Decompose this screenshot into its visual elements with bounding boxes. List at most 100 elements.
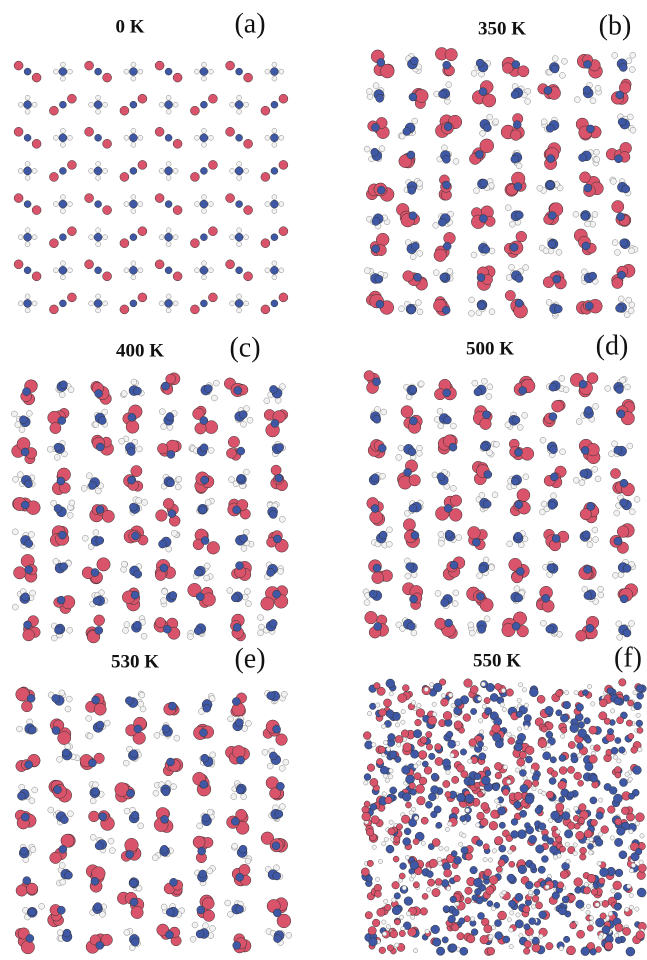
atom	[173, 168, 178, 173]
atom	[402, 766, 410, 774]
atom	[15, 422, 21, 428]
atom	[432, 938, 440, 946]
atom	[119, 438, 125, 444]
atom	[531, 905, 535, 909]
atom	[242, 594, 248, 600]
atom	[154, 732, 160, 738]
atom	[509, 264, 515, 270]
atom	[412, 118, 418, 124]
atom	[201, 76, 206, 81]
atom	[131, 275, 136, 280]
atom	[25, 480, 33, 488]
atom	[25, 294, 30, 299]
atom	[550, 473, 558, 481]
atom	[63, 929, 71, 937]
atom	[363, 732, 371, 740]
atom	[411, 750, 419, 758]
atom	[381, 409, 387, 415]
atom	[200, 444, 208, 452]
atom	[65, 871, 73, 879]
temperature-label: 350 K	[478, 18, 526, 39]
atom	[236, 905, 244, 913]
atom	[454, 856, 462, 864]
atom	[28, 531, 34, 537]
atom	[535, 807, 542, 814]
atom	[126, 850, 134, 858]
atom	[492, 849, 496, 853]
atom	[550, 446, 558, 454]
atom	[173, 102, 178, 107]
atom	[495, 683, 502, 690]
atom	[27, 694, 35, 702]
atom	[431, 786, 439, 794]
atom	[408, 306, 416, 314]
atom	[382, 920, 386, 924]
atom	[502, 890, 506, 894]
atom	[362, 812, 371, 821]
atom	[444, 123, 452, 131]
atom	[208, 69, 213, 74]
atom	[578, 780, 584, 786]
atom	[586, 904, 590, 908]
atom	[552, 535, 560, 543]
atom	[617, 827, 626, 836]
atom	[589, 272, 597, 280]
atom	[450, 896, 457, 903]
atom	[471, 252, 477, 258]
atom	[468, 759, 472, 763]
snapshot	[363, 371, 640, 642]
atom	[272, 128, 277, 133]
atom	[21, 501, 29, 509]
atom	[173, 301, 178, 306]
atom	[439, 846, 443, 850]
atom	[612, 200, 624, 212]
atom	[566, 859, 570, 863]
atom	[583, 86, 591, 94]
atom	[433, 270, 439, 276]
atom	[422, 893, 428, 899]
atom	[272, 261, 277, 266]
atom	[564, 691, 568, 695]
atom	[600, 868, 609, 877]
atom	[585, 762, 593, 770]
atom	[24, 167, 32, 175]
atom	[200, 266, 208, 274]
atom	[539, 934, 543, 938]
atom	[123, 760, 129, 766]
atom	[404, 828, 411, 835]
atom	[639, 860, 643, 864]
atom	[589, 921, 593, 925]
atom	[427, 879, 434, 886]
atom	[103, 102, 108, 107]
atom	[445, 530, 453, 538]
atom	[615, 923, 623, 931]
atom	[516, 567, 524, 575]
atom	[241, 421, 247, 427]
atom	[474, 878, 483, 887]
atom	[272, 195, 277, 200]
atom	[576, 630, 587, 641]
atom	[464, 679, 473, 688]
atom	[413, 838, 419, 844]
atom	[432, 702, 436, 706]
atom	[590, 98, 596, 104]
atom	[59, 845, 67, 853]
atom	[408, 448, 416, 456]
atom	[165, 299, 173, 307]
atom	[170, 878, 178, 886]
atom	[456, 741, 460, 745]
atom	[94, 233, 102, 241]
atom	[614, 838, 622, 846]
atom	[620, 499, 628, 507]
atom	[421, 841, 425, 845]
atom	[479, 88, 487, 96]
atom	[627, 884, 631, 888]
atom	[545, 885, 549, 889]
atom	[25, 566, 33, 574]
atom	[244, 469, 250, 475]
atom	[495, 932, 503, 940]
atom	[602, 926, 610, 934]
atom	[609, 787, 617, 795]
atom	[385, 904, 392, 911]
atom	[200, 417, 208, 425]
